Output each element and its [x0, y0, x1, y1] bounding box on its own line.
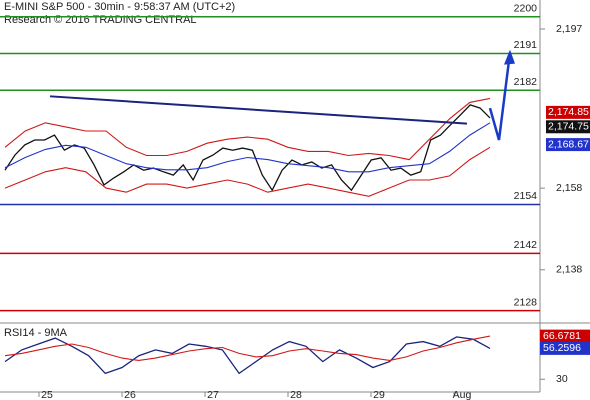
- series-line: [4, 104, 491, 192]
- y-tick-label: 2,158: [556, 182, 582, 194]
- level-label: 2154: [514, 190, 538, 202]
- arrow-head: [504, 49, 515, 65]
- x-tick-label: 25: [41, 389, 53, 400]
- x-tick-label: Aug: [453, 389, 472, 400]
- series-line: [4, 146, 491, 197]
- level-label: 2200: [514, 3, 538, 15]
- y-tick-label: 30: [556, 373, 568, 385]
- level-label: 2191: [514, 39, 538, 51]
- y-tick-label: 2,197: [556, 23, 582, 35]
- series-line: [4, 335, 491, 361]
- level-label: 2182: [514, 76, 538, 88]
- series-line: [4, 336, 491, 375]
- trendline: [49, 95, 468, 125]
- price-label: 2,174.75: [548, 121, 589, 133]
- series-line: [4, 122, 491, 173]
- projection-arrow: [488, 52, 512, 141]
- series-line: [4, 97, 491, 161]
- level-label: 2142: [514, 239, 538, 251]
- price-label-box: [546, 105, 590, 119]
- rsi-label: 66.6781: [543, 330, 581, 342]
- price-label: 2,174.85: [548, 106, 589, 118]
- rsi-label-box: [540, 341, 590, 355]
- x-tick-label: 28: [290, 389, 302, 400]
- rsi-label-box: [540, 329, 590, 343]
- level-label: 2128: [514, 296, 538, 308]
- x-tick-label: 27: [207, 389, 219, 400]
- y-tick-label: 2,138: [556, 264, 582, 276]
- x-tick-label: 29: [373, 389, 385, 400]
- chart-title: E-MINI S&P 500 - 30min - 9:58:37 AM (UTC…: [4, 1, 235, 13]
- price-label-box: [546, 138, 590, 152]
- price-label: 2,168.67: [548, 138, 589, 150]
- chart-subtitle: Research © 2016 TRADING CENTRAL: [4, 14, 197, 26]
- x-tick-label: 26: [124, 389, 136, 400]
- price-label-box: [546, 120, 590, 134]
- rsi-title: RSI14 - 9MA: [4, 327, 68, 339]
- rsi-label: 56.2596: [543, 342, 581, 354]
